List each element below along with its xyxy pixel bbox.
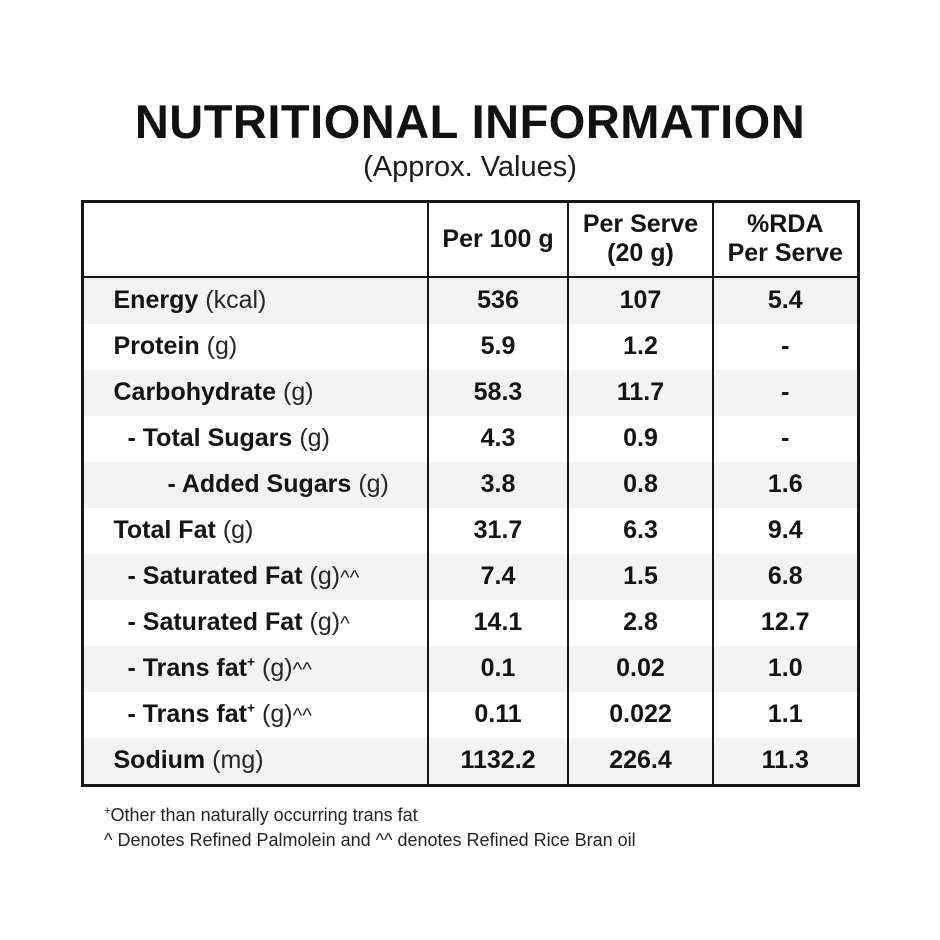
row-value-rda: 1.1 bbox=[712, 691, 858, 738]
row-value-per100: 1132.2 bbox=[427, 737, 568, 786]
row-value-per100: 5.9 bbox=[427, 323, 568, 370]
row-value-perserve: 0.022 bbox=[567, 691, 713, 738]
row-label: - Total Sugars (g) bbox=[127, 424, 330, 453]
row-label: Carbohydrate (g) bbox=[113, 378, 314, 407]
footnotes: +Other than naturally occurring trans fa… bbox=[104, 803, 940, 853]
row-value-rda: 6.8 bbox=[712, 553, 858, 600]
header-rda-per-serve: %RDA Per Serve bbox=[712, 201, 858, 278]
table-row-trans-fat-2: - Trans fat+ (g)^^ 0.11 0.022 1.1 bbox=[82, 691, 858, 738]
row-value-perserve: 6.3 bbox=[567, 507, 713, 554]
table-header-row: Per 100 g Per Serve (20 g) %RDA Per Serv… bbox=[82, 201, 858, 278]
row-label: - Trans fat+ (g)^^ bbox=[127, 654, 312, 683]
row-value-per100: 4.3 bbox=[427, 415, 568, 462]
row-value-rda: 5.4 bbox=[712, 276, 858, 324]
table-row-added-sugars: - Added Sugars (g) 3.8 0.8 1.6 bbox=[82, 461, 858, 508]
row-value-per100: 31.7 bbox=[427, 507, 568, 554]
nutrition-table: Per 100 g Per Serve (20 g) %RDA Per Serv… bbox=[80, 199, 860, 787]
row-value-perserve: 1.5 bbox=[567, 553, 713, 600]
row-value-rda: - bbox=[712, 369, 858, 416]
row-value-per100: 3.8 bbox=[427, 461, 568, 508]
row-label: Total Fat (g) bbox=[113, 516, 254, 545]
table-row-energy: Energy (kcal) 536 107 5.4 bbox=[82, 276, 858, 324]
header-per-serve-line2: (20 g) bbox=[607, 239, 674, 268]
row-value-rda: 1.6 bbox=[712, 461, 858, 508]
table-row-trans-fat-1: - Trans fat+ (g)^^ 0.1 0.02 1.0 bbox=[82, 645, 858, 692]
row-value-per100: 536 bbox=[427, 276, 568, 324]
header-per-serve-line1: Per Serve bbox=[582, 210, 699, 239]
header-per-100g: Per 100 g bbox=[427, 201, 568, 278]
table-row-saturated-fat-palmolein: - Saturated Fat (g)^ 14.1 2.8 12.7 bbox=[82, 599, 858, 646]
row-value-perserve: 0.9 bbox=[567, 415, 713, 462]
header-per-serve: Per Serve (20 g) bbox=[567, 201, 713, 278]
header-nutrient-blank bbox=[82, 201, 428, 278]
row-label: - Saturated Fat (g)^^ bbox=[127, 562, 360, 591]
header-per-100g-label: Per 100 g bbox=[442, 224, 554, 253]
row-value-per100: 58.3 bbox=[427, 369, 568, 416]
row-value-perserve: 0.02 bbox=[567, 645, 713, 692]
table-row-total-sugars: - Total Sugars (g) 4.3 0.9 - bbox=[82, 415, 858, 462]
page-title: NUTRITIONAL INFORMATION bbox=[134, 95, 806, 148]
row-value-perserve: 11.7 bbox=[567, 369, 713, 416]
row-label: - Added Sugars (g) bbox=[167, 470, 389, 499]
table-row-saturated-fat-ricebran: - Saturated Fat (g)^^ 7.4 1.5 6.8 bbox=[82, 553, 858, 600]
footnote-plus-mark: + bbox=[104, 804, 111, 817]
row-label: - Trans fat+ (g)^^ bbox=[127, 700, 312, 729]
row-value-rda: 12.7 bbox=[712, 599, 858, 646]
footnote-trans-fat: +Other than naturally occurring trans fa… bbox=[104, 803, 940, 828]
row-value-perserve: 107 bbox=[567, 276, 713, 324]
row-value-per100: 0.1 bbox=[427, 645, 568, 692]
row-label: Sodium (mg) bbox=[113, 746, 264, 775]
header-rda-line1: %RDA bbox=[747, 210, 824, 239]
row-value-perserve: 226.4 bbox=[567, 737, 713, 786]
row-value-rda: - bbox=[712, 323, 858, 370]
row-value-perserve: 0.8 bbox=[567, 461, 713, 508]
row-label: - Saturated Fat (g)^ bbox=[127, 608, 350, 637]
row-value-perserve: 2.8 bbox=[567, 599, 713, 646]
row-value-perserve: 1.2 bbox=[567, 323, 713, 370]
row-label: Energy (kcal) bbox=[113, 286, 267, 315]
footnote-trans-fat-text: Other than naturally occurring trans fat bbox=[110, 804, 418, 825]
table-row-total-fat: Total Fat (g) 31.7 6.3 9.4 bbox=[82, 507, 858, 554]
footnote-oils: ^ Denotes Refined Palmolein and ^^ denot… bbox=[104, 829, 636, 850]
row-value-per100: 7.4 bbox=[427, 553, 568, 600]
row-value-per100: 0.11 bbox=[427, 691, 568, 738]
row-value-rda: - bbox=[712, 415, 858, 462]
row-value-rda: 9.4 bbox=[712, 507, 858, 554]
nutrition-label-page: NUTRITIONAL INFORMATION (Approx. Values)… bbox=[80, 95, 940, 853]
table-row-protein: Protein (g) 5.9 1.2 - bbox=[82, 323, 858, 370]
row-value-rda: 1.0 bbox=[712, 645, 858, 692]
page-subtitle: (Approx. Values) bbox=[363, 150, 577, 183]
table-row-carbohydrate: Carbohydrate (g) 58.3 11.7 - bbox=[82, 369, 858, 416]
header-rda-line2: Per Serve bbox=[727, 239, 843, 268]
table-row-sodium: Sodium (mg) 1132.2 226.4 11.3 bbox=[82, 737, 858, 786]
row-value-rda: 11.3 bbox=[712, 737, 858, 786]
row-value-per100: 14.1 bbox=[427, 599, 568, 646]
row-label: Protein (g) bbox=[113, 332, 238, 361]
